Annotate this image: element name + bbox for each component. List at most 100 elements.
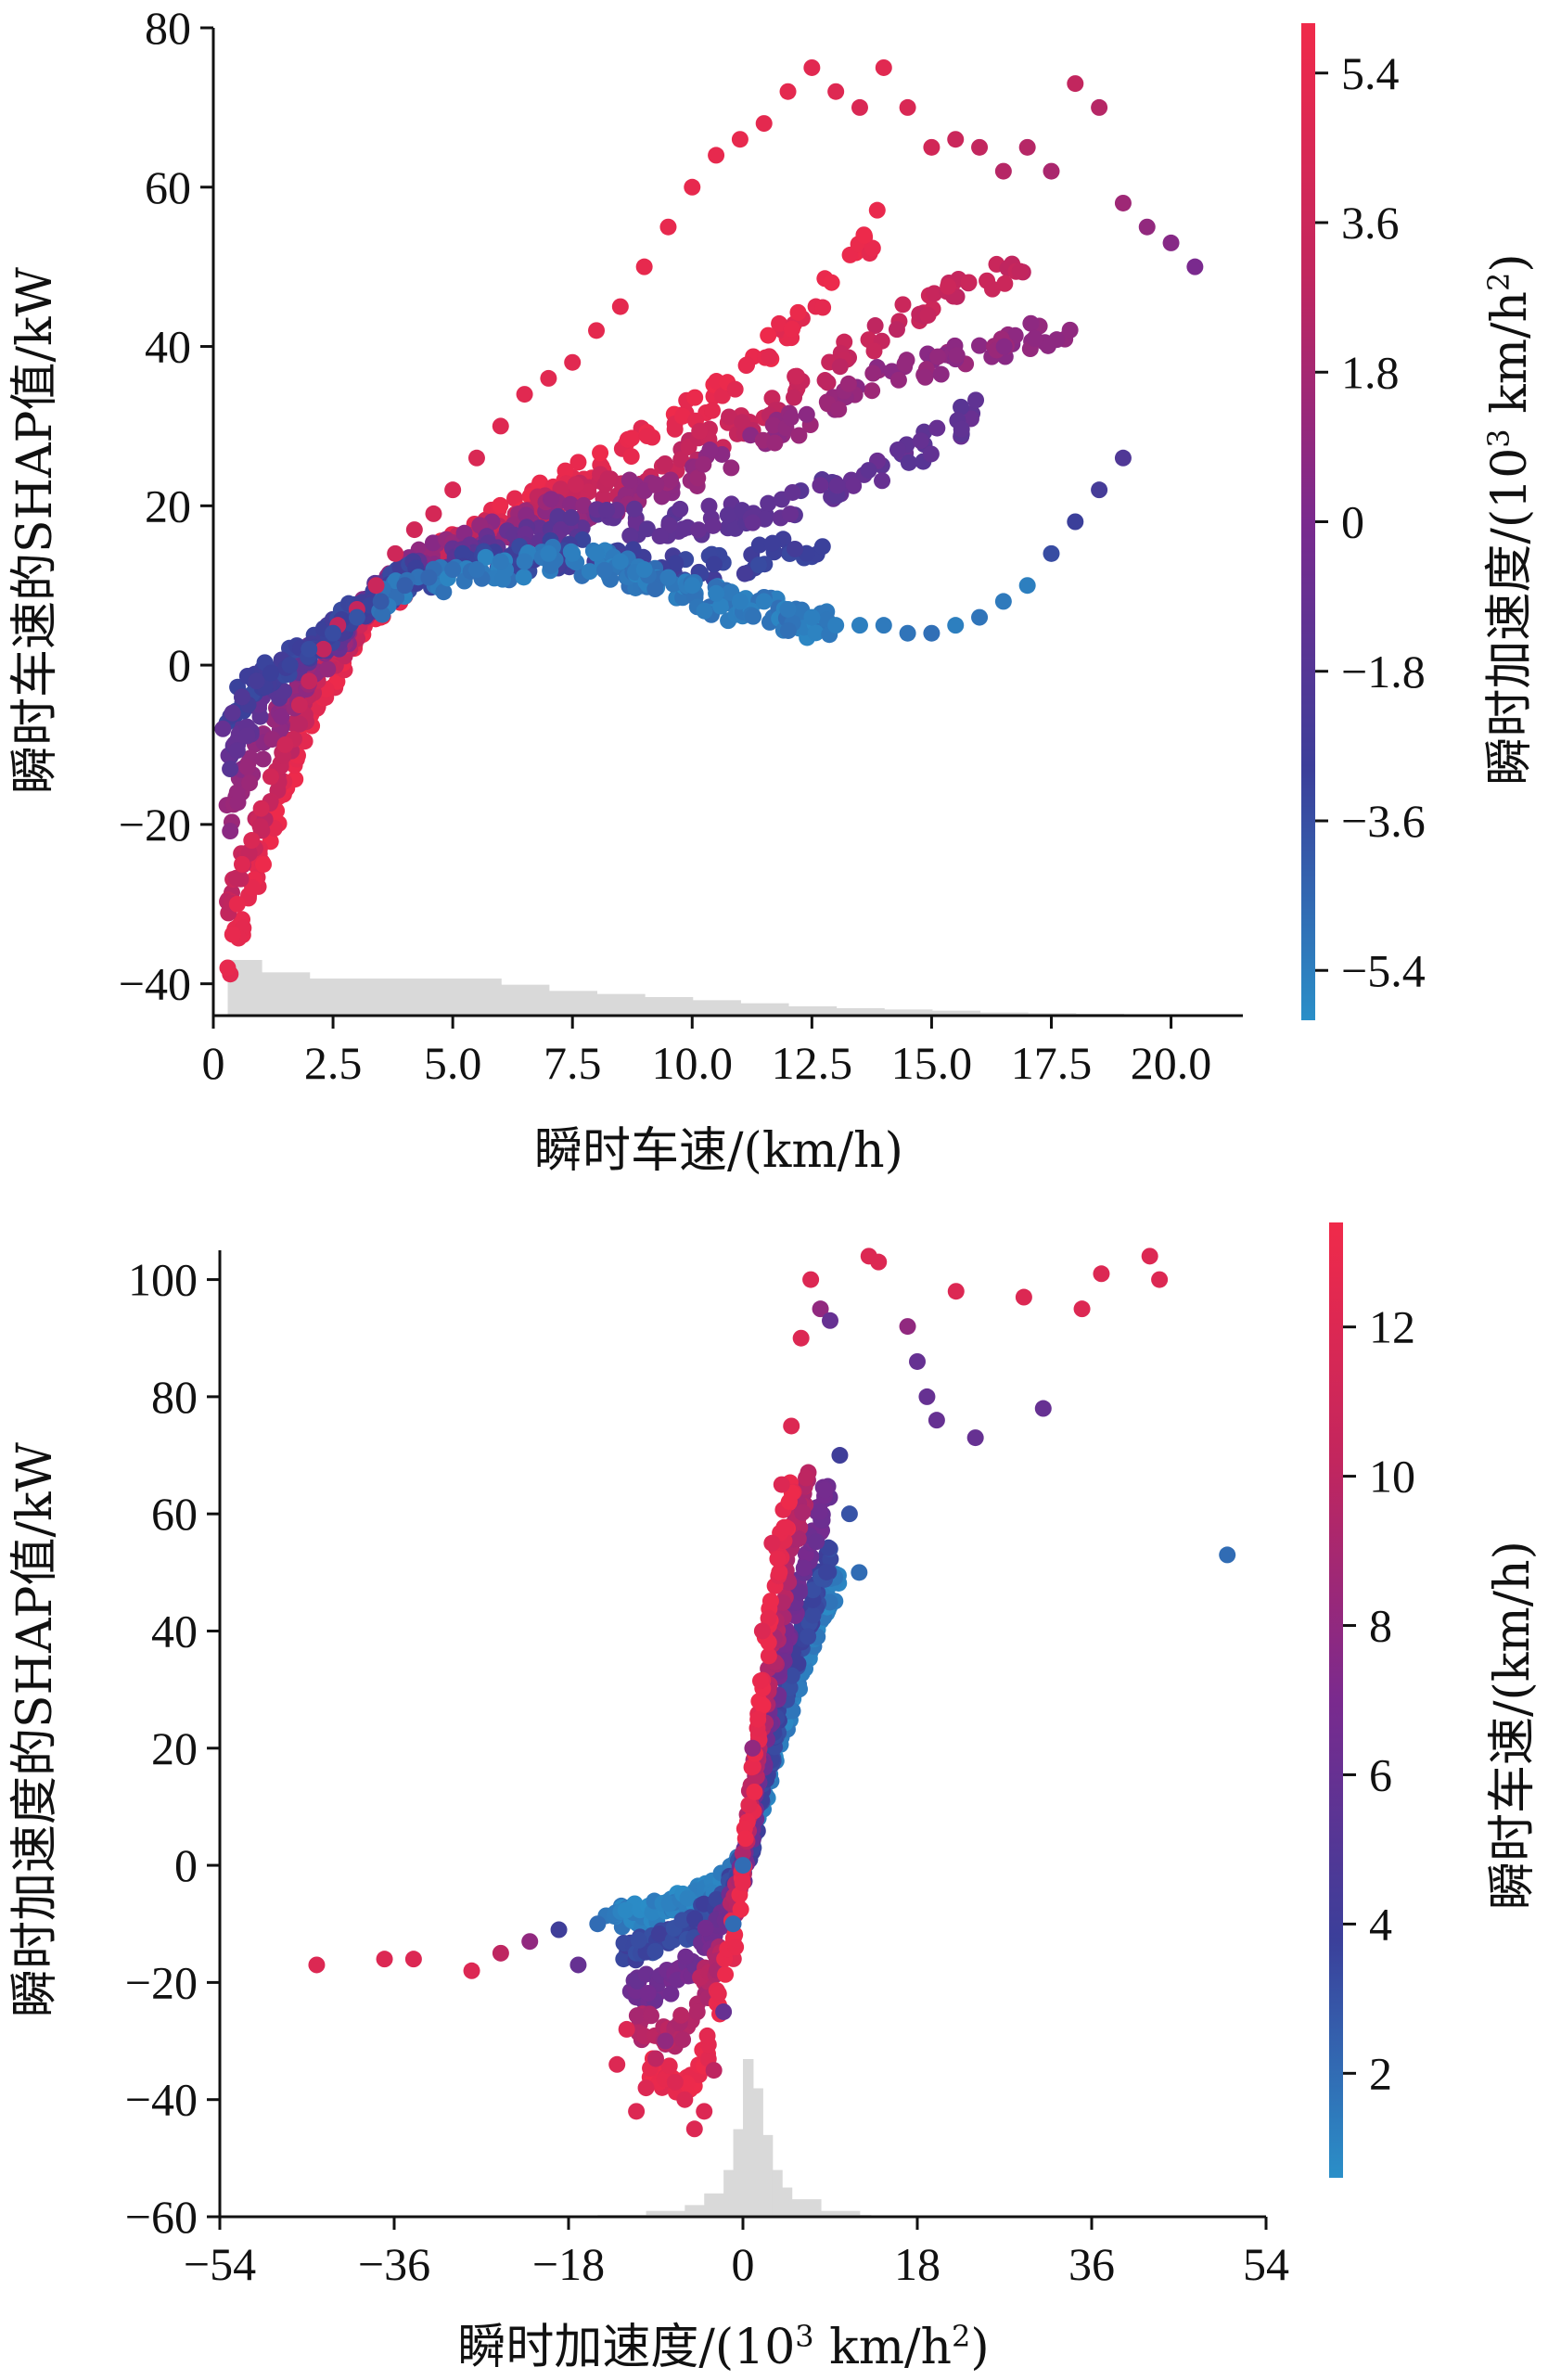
scatter-point — [376, 1951, 393, 1968]
scatter-point — [744, 1739, 761, 1757]
speed-histogram — [227, 960, 1184, 1016]
histogram-bar — [739, 1003, 789, 1016]
y-tick-label: −40 — [119, 958, 191, 1010]
band-point — [922, 445, 940, 463]
y-tick-label: 60 — [145, 161, 191, 213]
scatter-point — [516, 386, 533, 403]
band-point — [688, 2003, 706, 2021]
scatter-point — [611, 553, 629, 570]
band-point — [794, 1503, 812, 1521]
x-tick-label: 5.0 — [424, 1037, 482, 1089]
band-point — [691, 422, 709, 440]
band-point — [549, 507, 567, 525]
accel-shap-chart: −54 −36 −18 0 18 36 54 −60 −40 −20 0 20 40 60 80 100 瞬… — [7, 1222, 1541, 2375]
scatter-point — [467, 449, 485, 467]
band-point — [745, 608, 762, 625]
scatter-point — [372, 593, 390, 610]
y-tick-label: 60 — [151, 1488, 198, 1540]
histogram-bar — [261, 972, 311, 1016]
histogram-bar — [743, 2059, 754, 2217]
band-point — [912, 432, 929, 450]
band-point — [750, 536, 768, 554]
band-point — [241, 774, 259, 792]
band-point — [723, 459, 740, 477]
accel-scatter-points — [308, 1248, 1236, 2138]
band-point — [696, 602, 713, 620]
band-point — [710, 1985, 727, 2003]
scatter-point — [214, 720, 232, 737]
scatter-point — [589, 1915, 607, 1933]
band-point — [1040, 337, 1057, 354]
speed-x-axis-title: 瞬时车速/(km/h) — [534, 1123, 903, 1179]
colorbar-tick-label: 3.6 — [1341, 197, 1400, 249]
band-point — [760, 326, 777, 344]
band-point — [621, 527, 639, 544]
scatter-point — [851, 1564, 868, 1581]
scatter-point — [909, 1352, 926, 1370]
scatter-point — [1091, 98, 1108, 116]
scatter-point — [396, 577, 414, 595]
band-point — [673, 407, 691, 425]
scatter-point — [1151, 1271, 1169, 1288]
band-point — [763, 534, 781, 552]
speed-colorbar — [1329, 1222, 1343, 2178]
scatter-point — [783, 1417, 800, 1435]
band-point — [813, 538, 831, 556]
band-point — [726, 380, 744, 398]
band-point — [926, 285, 943, 302]
scatter-point — [753, 1622, 771, 1640]
scatter-point — [994, 162, 1012, 180]
colorbar-tick-label: 2 — [1369, 2047, 1392, 2099]
band-point — [646, 1942, 664, 1960]
scatter-point — [899, 624, 916, 642]
scatter-point — [831, 1447, 849, 1465]
scatter-point — [763, 1534, 781, 1552]
x-tick-label: 0 — [732, 2238, 755, 2290]
band-point — [967, 391, 985, 409]
band-point — [764, 416, 782, 434]
scatter-point — [923, 624, 940, 642]
band-point — [595, 561, 613, 579]
band-point — [569, 454, 587, 471]
scatter-point — [1162, 234, 1180, 251]
band-point — [760, 1609, 777, 1627]
scatter-point — [899, 1318, 916, 1336]
band-point — [518, 506, 535, 524]
band-point — [864, 365, 882, 382]
scatter-point — [301, 640, 318, 658]
band-point — [251, 818, 269, 836]
x-tick-label: 0 — [202, 1037, 225, 1089]
band-point — [953, 420, 970, 438]
histogram-bar — [548, 991, 598, 1016]
colorbar-tick-label: 0 — [1341, 496, 1364, 548]
scatter-point — [1018, 138, 1036, 156]
band-point — [828, 477, 846, 494]
band-point — [229, 794, 247, 812]
scatter-point — [971, 608, 989, 626]
band-point — [831, 358, 849, 376]
band-point — [251, 708, 269, 725]
band-point — [622, 448, 640, 466]
y-tick-label: 40 — [145, 321, 191, 373]
scatter-point — [875, 58, 892, 76]
band-point — [704, 402, 722, 419]
y-tick-label: 100 — [128, 1254, 198, 1306]
y-tick-label: 80 — [145, 2, 191, 54]
histogram-bar — [733, 2129, 744, 2217]
band-point — [617, 1901, 634, 1919]
band-point — [791, 1583, 809, 1601]
band-point — [492, 496, 509, 514]
accel-colorbar — [1301, 23, 1315, 1020]
speed-dependence-bands — [218, 201, 1079, 983]
band-point — [599, 470, 617, 488]
scatter-point — [755, 115, 773, 133]
scatter-point — [308, 1956, 326, 1974]
band-point — [900, 454, 917, 471]
band-point — [662, 1985, 680, 2003]
y-tick-label: 80 — [151, 1371, 198, 1423]
y-tick-label: 40 — [151, 1605, 198, 1657]
x-tick-label: 20.0 — [1131, 1037, 1212, 1089]
band-point — [515, 569, 532, 586]
y-tick-label: −40 — [125, 2074, 198, 2126]
histogram-bar — [772, 2169, 783, 2217]
